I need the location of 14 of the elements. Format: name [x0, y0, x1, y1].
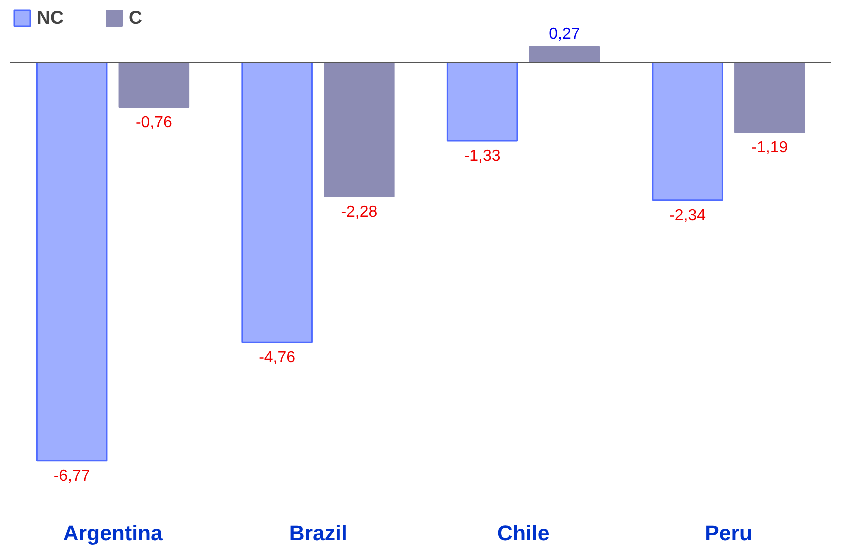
data-label: -2,28 — [341, 204, 378, 221]
x-tick-label: Argentina — [63, 522, 164, 546]
x-tick-label: Chile — [498, 522, 550, 546]
x-tick-label: Brazil — [289, 522, 348, 546]
data-label: -0,76 — [136, 114, 173, 132]
legend-label: C — [128, 7, 144, 29]
legend-label: NC — [37, 7, 64, 29]
data-label: -2,34 — [670, 207, 706, 224]
data-label: -6,77 — [54, 468, 90, 485]
data-label: -1,19 — [752, 140, 788, 157]
data-label: 0,27 — [549, 26, 580, 43]
x-tick-label: Peru — [705, 522, 753, 546]
data-label: -1,33 — [464, 148, 501, 165]
data-label: -4,76 — [259, 350, 296, 367]
